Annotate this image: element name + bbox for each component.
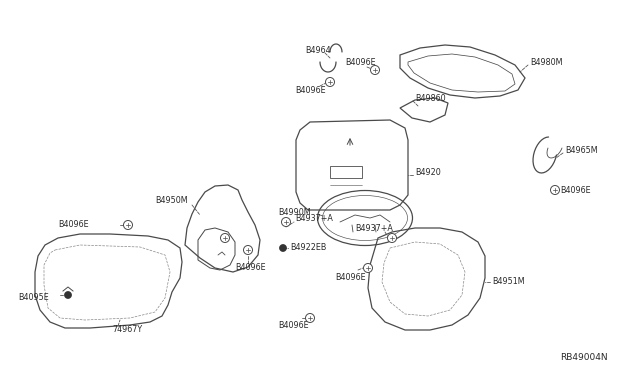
Text: 74967Y: 74967Y bbox=[112, 326, 142, 334]
Text: B4990M: B4990M bbox=[278, 208, 310, 217]
Text: B4920: B4920 bbox=[415, 167, 441, 176]
Text: RB49004N: RB49004N bbox=[560, 353, 607, 362]
Text: B4096E: B4096E bbox=[345, 58, 376, 67]
Text: B4096E: B4096E bbox=[278, 321, 308, 330]
Circle shape bbox=[282, 218, 291, 227]
Text: B4096E: B4096E bbox=[235, 263, 266, 273]
Circle shape bbox=[305, 314, 314, 323]
Circle shape bbox=[221, 234, 230, 243]
Circle shape bbox=[550, 186, 559, 195]
Text: B4096E: B4096E bbox=[335, 273, 365, 282]
Text: B4096E: B4096E bbox=[560, 186, 591, 195]
Text: B4951M: B4951M bbox=[492, 278, 525, 286]
Text: B4937+A: B4937+A bbox=[355, 224, 393, 232]
Text: B4937+A: B4937+A bbox=[295, 214, 333, 222]
Circle shape bbox=[387, 234, 397, 243]
Text: B4980M: B4980M bbox=[530, 58, 563, 67]
Text: B4950M: B4950M bbox=[155, 196, 188, 205]
Text: B4096E: B4096E bbox=[295, 86, 326, 94]
Circle shape bbox=[124, 221, 132, 230]
Circle shape bbox=[371, 65, 380, 74]
Text: B4964: B4964 bbox=[305, 45, 331, 55]
Circle shape bbox=[326, 77, 335, 87]
Text: B4095E: B4095E bbox=[18, 294, 49, 302]
Text: B4096E: B4096E bbox=[58, 219, 88, 228]
Text: B4965M: B4965M bbox=[565, 145, 598, 154]
Text: B4922EB: B4922EB bbox=[290, 244, 326, 253]
Circle shape bbox=[243, 246, 253, 254]
Text: B49860: B49860 bbox=[415, 93, 445, 103]
Circle shape bbox=[364, 263, 372, 273]
Circle shape bbox=[280, 244, 287, 251]
Circle shape bbox=[65, 292, 72, 298]
